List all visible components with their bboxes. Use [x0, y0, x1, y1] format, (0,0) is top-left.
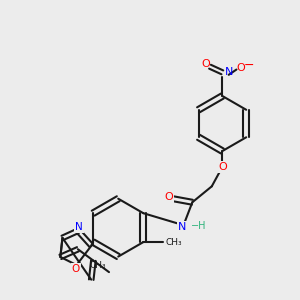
- Text: O: O: [218, 162, 227, 172]
- Text: −: −: [243, 58, 254, 71]
- Text: N: N: [224, 68, 233, 77]
- Text: O: O: [164, 192, 173, 202]
- Text: N: N: [178, 222, 187, 232]
- Text: CH₃: CH₃: [89, 261, 106, 270]
- Text: N: N: [75, 222, 83, 232]
- Text: CH₃: CH₃: [166, 238, 182, 247]
- Text: O: O: [72, 264, 80, 274]
- Text: O: O: [236, 63, 245, 73]
- Text: O: O: [201, 59, 210, 69]
- Text: −H: −H: [191, 221, 207, 231]
